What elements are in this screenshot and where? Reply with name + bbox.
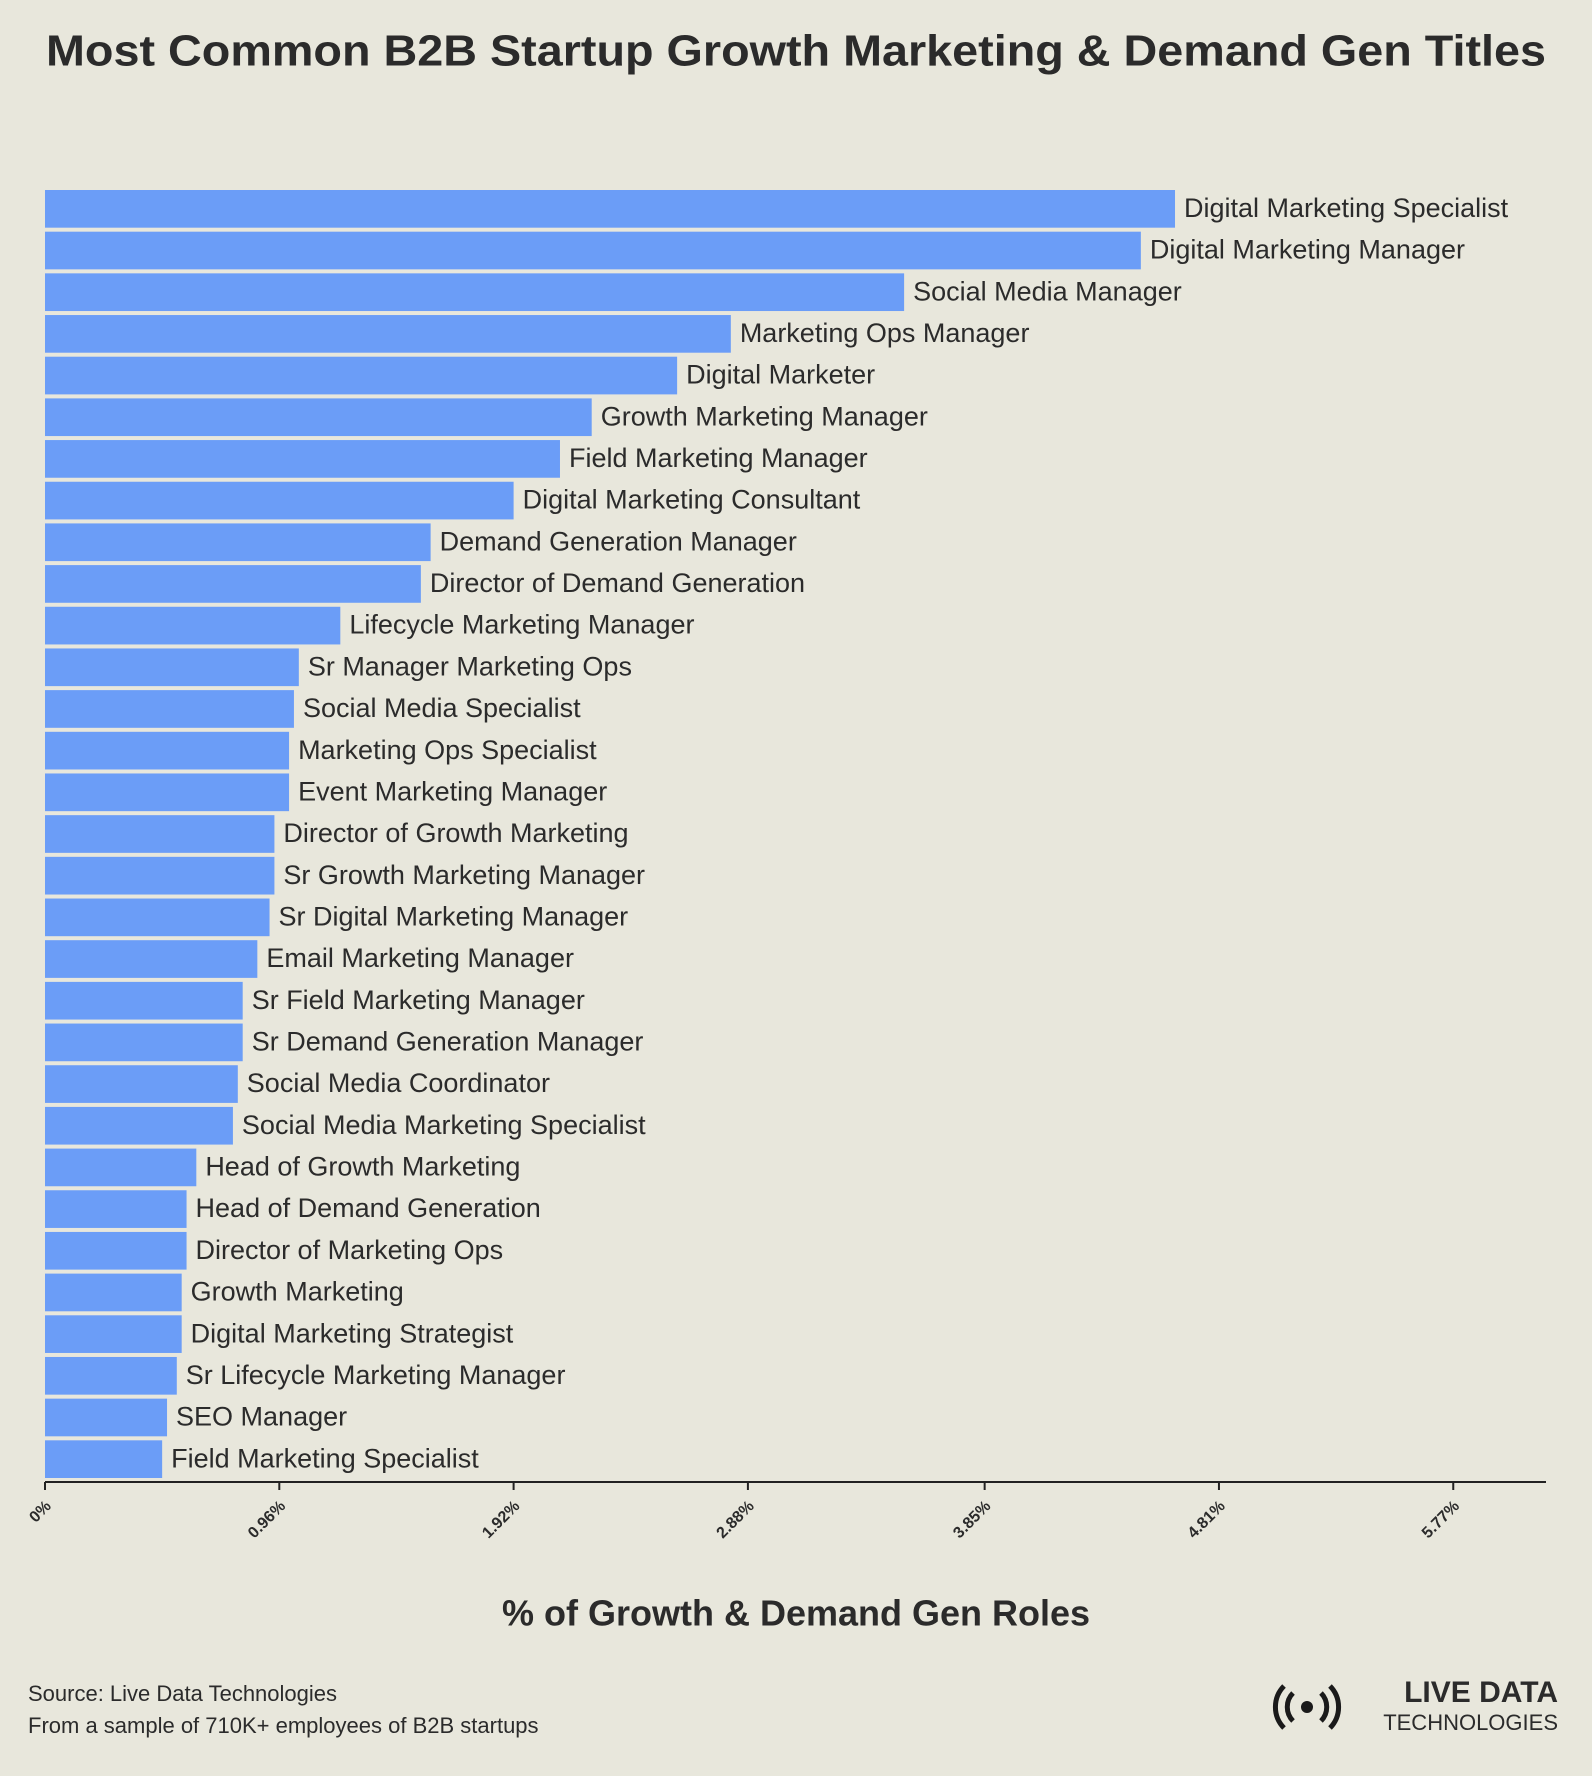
bar [45,731,290,770]
bar [45,856,275,895]
bar-label: Marketing Ops Manager [740,318,1030,348]
bar [45,1315,182,1353]
bar [45,1190,187,1228]
bar [45,1148,197,1187]
bar [45,523,431,562]
note: From a sample of 710K+ employees of B2B … [28,1713,539,1738]
bar [45,231,1141,270]
logo-dot [1301,1701,1313,1713]
bar [45,1273,182,1312]
bar-label: Sr Lifecycle Marketing Manager [186,1360,566,1390]
bar-label: Lifecycle Marketing Manager [349,610,694,640]
bar-label: Digital Marketing Consultant [523,485,861,515]
bar [45,1023,243,1062]
bar [45,1231,187,1270]
bar [45,815,275,853]
bar [45,981,243,1020]
bar-label: Head of Demand Generation [196,1193,541,1223]
bar-label: Demand Generation Manager [440,526,797,556]
bar-label: Social Media Coordinator [247,1068,550,1098]
bar-label: Sr Digital Marketing Manager [279,901,629,931]
bar [45,773,290,812]
bar-label: Head of Growth Marketing [205,1152,520,1182]
source: Source: Live Data Technologies [28,1681,337,1706]
x-tick-label: 5.77% [1419,1498,1463,1542]
bar-label: Director of Growth Marketing [283,818,628,848]
bar-label: Digital Marketing Manager [1150,235,1465,265]
bar [45,273,905,312]
bar-label: Director of Demand Generation [430,568,805,598]
x-axis-title: % of Growth & Demand Gen Roles [502,1593,1090,1634]
bar-label: Email Marketing Manager [266,943,574,973]
x-tick-label: 4.81% [1185,1498,1229,1542]
bar [45,1065,238,1103]
bar-label: Social Media Manager [913,276,1182,306]
bar-label: Sr Demand Generation Manager [252,1027,644,1057]
bar [45,606,341,645]
bar-label: Field Marketing Manager [569,443,868,473]
bar-label: Director of Marketing Ops [196,1235,504,1265]
bar [45,398,592,437]
x-tick-label: 2.88% [714,1498,758,1542]
bar [45,565,421,603]
bar-label: Digital Marketer [686,360,875,390]
bar [45,898,270,937]
x-tick-label: 1.92% [479,1498,523,1542]
bar [45,1440,163,1478]
bar-label: Digital Marketing Specialist [1184,193,1509,223]
x-tick-label: 3.85% [950,1498,994,1542]
bar-label: SEO Manager [176,1402,347,1432]
bar [45,315,731,353]
logo-text: LIVE DATA [1404,1676,1558,1709]
bar-label: Field Marketing Specialist [171,1443,479,1473]
logo: LIVE DATA TECHNOLOGIES [1272,1676,1558,1735]
logo-icon [1272,1684,1342,1730]
bar-label: Growth Marketing [191,1277,404,1307]
bar [45,440,560,478]
bar [45,481,514,520]
x-tick-label: 0% [26,1498,54,1526]
bar-label: Event Marketing Manager [298,776,607,806]
bar-label: Social Media Marketing Specialist [242,1110,646,1140]
bar [45,356,678,395]
bar-label: Sr Field Marketing Manager [252,985,585,1015]
bar-label: Digital Marketing Strategist [191,1318,514,1348]
bar [45,940,258,978]
bar-label: Growth Marketing Manager [601,401,928,431]
bar-label: Sr Growth Marketing Manager [283,860,645,890]
bar [45,1356,177,1395]
bar [45,648,299,687]
bar-label: Marketing Ops Specialist [298,735,597,765]
chart-title: Most Common B2B Startup Growth Marketing… [46,27,1546,76]
bar [45,1398,168,1437]
x-tick-label: 0.96% [245,1498,289,1542]
bar [45,690,294,728]
logo-subtext: TECHNOLOGIES [1383,1710,1558,1735]
bar [45,190,1176,228]
bar-label: Social Media Specialist [303,693,581,723]
bar [45,1106,233,1145]
bar-label: Sr Manager Marketing Ops [308,651,632,681]
